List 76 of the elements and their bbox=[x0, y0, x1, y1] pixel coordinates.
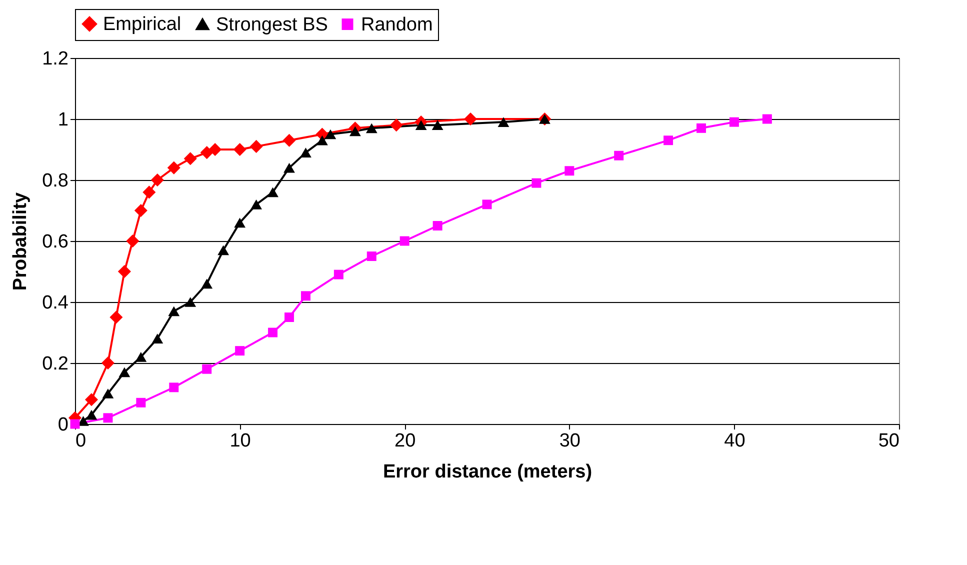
legend-label: Random bbox=[361, 14, 433, 36]
point bbox=[324, 129, 336, 140]
point bbox=[118, 367, 130, 378]
point bbox=[201, 278, 213, 289]
point bbox=[118, 264, 131, 278]
point bbox=[167, 161, 180, 174]
point bbox=[150, 173, 164, 187]
point bbox=[300, 148, 312, 158]
point bbox=[762, 114, 772, 124]
point bbox=[432, 221, 442, 230]
point bbox=[202, 364, 212, 374]
x-tick-label: 0 bbox=[76, 430, 86, 452]
point bbox=[208, 142, 222, 156]
y-axis-title: Probability bbox=[10, 192, 32, 291]
point bbox=[250, 140, 263, 153]
point bbox=[300, 291, 310, 301]
point bbox=[415, 120, 427, 130]
x-axis-title: Error distance (meters) bbox=[382, 462, 592, 482]
point bbox=[86, 410, 98, 420]
point bbox=[282, 134, 296, 147]
point bbox=[250, 199, 262, 210]
point bbox=[696, 123, 706, 133]
point bbox=[432, 120, 444, 130]
point bbox=[102, 388, 114, 398]
y-tick-label: 0 bbox=[58, 414, 68, 436]
point bbox=[366, 123, 378, 134]
x-tick-label: 50 bbox=[878, 430, 900, 452]
point bbox=[400, 236, 410, 246]
point bbox=[284, 312, 294, 322]
point bbox=[390, 118, 403, 132]
point bbox=[103, 413, 113, 423]
legend-label: Empirical bbox=[103, 14, 182, 35]
point bbox=[234, 218, 246, 228]
point bbox=[110, 310, 123, 324]
point bbox=[152, 334, 164, 344]
x-tick-label: 10 bbox=[230, 430, 251, 452]
point bbox=[184, 152, 197, 166]
x-tick-label: 30 bbox=[559, 430, 580, 452]
legend-label: Strongest BS bbox=[216, 14, 328, 36]
point bbox=[235, 346, 245, 356]
y-tick-label: 0.8 bbox=[42, 170, 68, 192]
point bbox=[664, 136, 674, 146]
point bbox=[729, 117, 739, 127]
point bbox=[316, 135, 328, 146]
point bbox=[366, 252, 376, 261]
y-tick-label: 1 bbox=[58, 110, 68, 130]
y-tick-label: 1.2 bbox=[42, 48, 68, 70]
point bbox=[84, 393, 98, 406]
point bbox=[267, 187, 278, 198]
point bbox=[101, 356, 114, 370]
y-tick-label: 0.6 bbox=[42, 232, 68, 252]
point bbox=[532, 178, 542, 188]
point bbox=[168, 306, 180, 316]
point bbox=[169, 382, 179, 392]
point bbox=[482, 200, 492, 210]
y-tick-label: 0.4 bbox=[42, 292, 69, 314]
point bbox=[284, 162, 295, 173]
point bbox=[498, 117, 510, 127]
point bbox=[200, 146, 214, 160]
point bbox=[334, 270, 344, 280]
x-tick-label: 20 bbox=[394, 430, 416, 452]
point bbox=[464, 112, 478, 126]
point bbox=[134, 204, 148, 218]
point bbox=[135, 352, 147, 362]
point bbox=[564, 166, 574, 176]
point bbox=[126, 234, 140, 248]
point bbox=[184, 297, 196, 307]
point bbox=[233, 142, 246, 156]
point bbox=[349, 126, 361, 136]
point bbox=[268, 328, 278, 338]
point bbox=[142, 186, 156, 199]
y-tick-label: 0.2 bbox=[42, 354, 68, 374]
point bbox=[614, 150, 624, 160]
x-tick-label: 40 bbox=[724, 430, 746, 452]
point bbox=[218, 245, 230, 256]
point bbox=[136, 398, 146, 408]
